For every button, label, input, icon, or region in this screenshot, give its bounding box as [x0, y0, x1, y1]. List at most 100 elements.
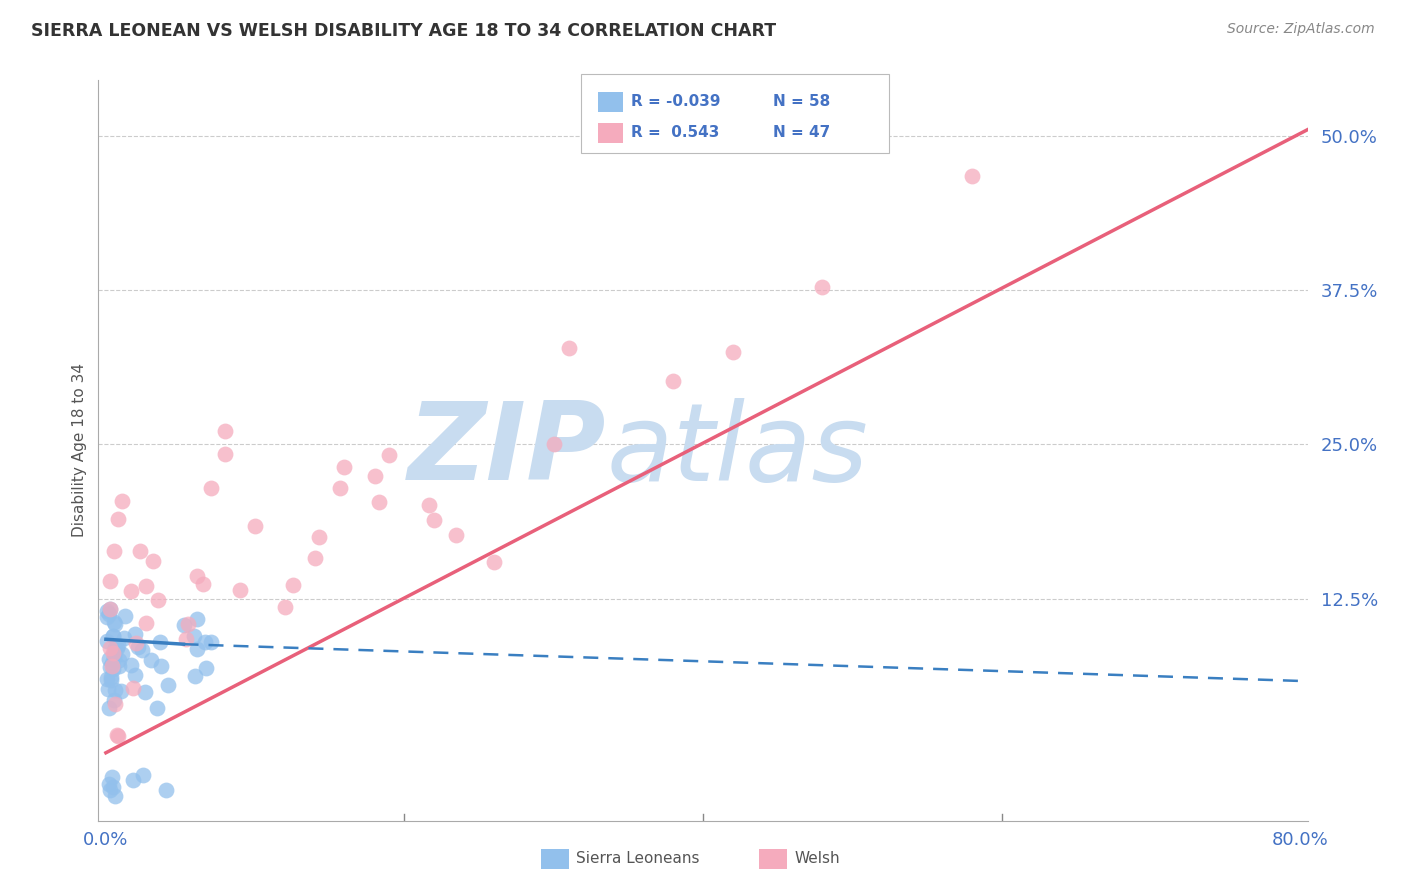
Point — [183, 629, 205, 643]
Y-axis label: Disability Age 18 to 34: Disability Age 18 to 34 — [72, 363, 87, 538]
Point — [444, 528, 467, 542]
Point — [103, 650, 125, 665]
Point — [378, 448, 401, 462]
Point — [96, 604, 118, 618]
Point — [131, 643, 153, 657]
Point — [173, 618, 195, 632]
Point — [105, 729, 128, 743]
Text: Source: ZipAtlas.com: Source: ZipAtlas.com — [1227, 22, 1375, 37]
Point — [191, 577, 214, 591]
Point — [103, 693, 125, 707]
Point — [100, 670, 122, 684]
Point — [129, 543, 152, 558]
Point — [107, 638, 129, 652]
Point — [110, 684, 132, 698]
Point — [114, 608, 136, 623]
Point — [200, 481, 222, 495]
Point — [214, 447, 236, 461]
Point — [132, 768, 155, 782]
Point — [103, 780, 125, 795]
Point — [155, 782, 177, 797]
Point — [135, 615, 157, 630]
Point — [101, 771, 124, 785]
Point — [96, 609, 118, 624]
Point — [124, 626, 146, 640]
Text: N = 47: N = 47 — [773, 126, 831, 140]
Point — [557, 341, 579, 355]
Point — [194, 635, 217, 649]
Point — [150, 658, 173, 673]
Point — [145, 701, 167, 715]
Point — [101, 646, 124, 660]
Point — [304, 550, 326, 565]
Point — [423, 513, 446, 527]
Text: 0.0%: 0.0% — [83, 830, 128, 848]
Point — [177, 617, 200, 632]
Point — [229, 583, 252, 598]
Point — [214, 424, 236, 438]
Point — [186, 642, 208, 657]
Point — [186, 612, 208, 626]
Point — [111, 493, 134, 508]
Point — [97, 776, 120, 791]
Point — [195, 661, 218, 675]
Point — [120, 584, 142, 599]
Point — [103, 544, 125, 558]
Point — [103, 646, 125, 660]
Point — [721, 345, 744, 359]
Point — [98, 652, 121, 666]
Point — [134, 684, 156, 698]
Point — [142, 554, 165, 568]
Point — [156, 678, 179, 692]
Point — [141, 653, 163, 667]
Point — [103, 615, 125, 629]
Point — [125, 636, 148, 650]
Point — [96, 634, 118, 648]
Point — [960, 169, 983, 183]
Point — [482, 555, 505, 569]
Text: Sierra Leoneans: Sierra Leoneans — [576, 851, 700, 865]
Text: Welsh: Welsh — [794, 851, 839, 865]
Point — [100, 673, 122, 688]
Point — [97, 607, 120, 622]
Point — [104, 617, 127, 632]
Point — [243, 518, 266, 533]
Point — [107, 730, 129, 744]
Point — [124, 667, 146, 681]
Point — [120, 658, 142, 673]
Point — [107, 512, 129, 526]
Point — [98, 660, 121, 674]
Point — [135, 579, 157, 593]
Point — [122, 681, 145, 696]
Point — [149, 635, 172, 649]
Point — [308, 530, 330, 544]
Point — [98, 782, 121, 797]
Point — [108, 658, 131, 673]
Point — [186, 568, 208, 582]
Point — [329, 481, 352, 495]
Point — [363, 469, 385, 483]
Point — [274, 600, 297, 615]
Point — [103, 662, 125, 676]
Point — [98, 602, 121, 616]
Point — [111, 647, 134, 661]
Point — [811, 280, 834, 294]
Point — [104, 789, 127, 803]
Point — [104, 641, 127, 656]
Point — [100, 656, 122, 670]
Point — [121, 772, 143, 787]
Point — [281, 578, 304, 592]
Text: R = -0.039: R = -0.039 — [631, 95, 721, 109]
Point — [104, 697, 127, 711]
Point — [96, 673, 118, 687]
Point — [174, 632, 197, 646]
Text: N = 58: N = 58 — [773, 95, 831, 109]
Point — [333, 460, 356, 475]
Text: R =  0.543: R = 0.543 — [631, 126, 720, 140]
Point — [662, 374, 685, 388]
Point — [418, 498, 440, 512]
Point — [112, 632, 135, 646]
Point — [98, 574, 121, 588]
Text: 80.0%: 80.0% — [1272, 830, 1329, 848]
Point — [127, 640, 149, 654]
